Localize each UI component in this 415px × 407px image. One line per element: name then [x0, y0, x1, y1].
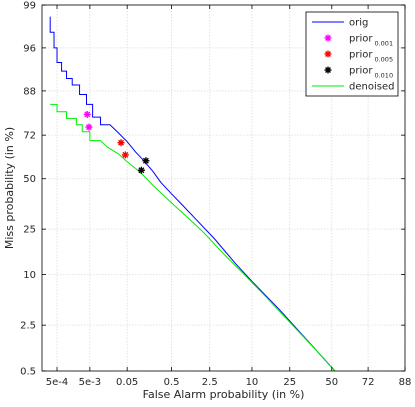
marker-prior-0-005: [117, 139, 125, 147]
y-tick-label: 50: [23, 174, 36, 185]
y-tick-label: 10: [23, 270, 36, 281]
legend-label-main: prior: [349, 50, 373, 61]
x-tick-label: 0.05: [116, 377, 138, 388]
legend-label-sub: 0.001: [374, 40, 393, 48]
legend-label-main: prior: [349, 34, 373, 45]
legend-label-main: prior: [349, 66, 373, 77]
x-tick-label: 5e-3: [79, 377, 102, 388]
legend-label-sub: 0.010: [374, 72, 393, 80]
legend-marker-prior-0-001: [324, 34, 332, 42]
marker-prior-0-010: [142, 157, 150, 165]
legend-marker-prior-0-010: [324, 66, 332, 74]
legend-marker-prior-0-005: [324, 50, 332, 58]
legend-label-prior-0-005: prior 0.005: [349, 50, 393, 64]
plot-frame: [41, 4, 406, 372]
legend-label-denoised: denoised: [349, 82, 394, 93]
x-tick-label: 5e-4: [46, 377, 69, 388]
marker-prior-0-005: [121, 151, 129, 159]
y-tick-label: 0.5: [20, 367, 36, 378]
series-line-orig: [49, 16, 336, 372]
legend-label-prior-0-001: prior 0.001: [349, 34, 393, 48]
ticks: 5e-4 5e-3 0.05 0.5 2.5 10 25 50 72 88 0.5 2.5 10 25 50…: [20, 1, 411, 389]
y-tick-label: 25: [23, 225, 36, 236]
y-tick-label: 72: [23, 131, 36, 142]
marker-prior-0-010: [137, 166, 145, 174]
legend-label-sub: 0.005: [374, 56, 393, 64]
series-layer: [49, 16, 336, 372]
y-axis-label: Miss probability (in %): [3, 127, 16, 249]
series-line-denoised: [50, 103, 336, 372]
x-tick-label: 10: [246, 377, 259, 388]
y-tick-label: 96: [23, 43, 36, 54]
legend-label-orig: orig: [349, 18, 368, 29]
x-tick-label: 72: [362, 377, 375, 388]
x-tick-label: 50: [325, 377, 338, 388]
legend-box: [305, 11, 399, 97]
x-tick-label: 25: [283, 377, 296, 388]
y-tick-label: 99: [23, 1, 36, 12]
x-tick-label: 0.5: [164, 377, 180, 388]
x-axis-label: False Alarm probability (in %): [143, 388, 305, 401]
marker-prior-0-001: [83, 110, 91, 118]
y-tick-label: 88: [23, 86, 36, 97]
x-tick-label: 88: [399, 377, 412, 388]
legend-label-prior-0-010: prior 0.010: [349, 66, 393, 80]
y-tick-label: 2.5: [20, 321, 36, 332]
marker-prior-0-001: [85, 123, 93, 131]
x-tick-label: 2.5: [202, 377, 218, 388]
